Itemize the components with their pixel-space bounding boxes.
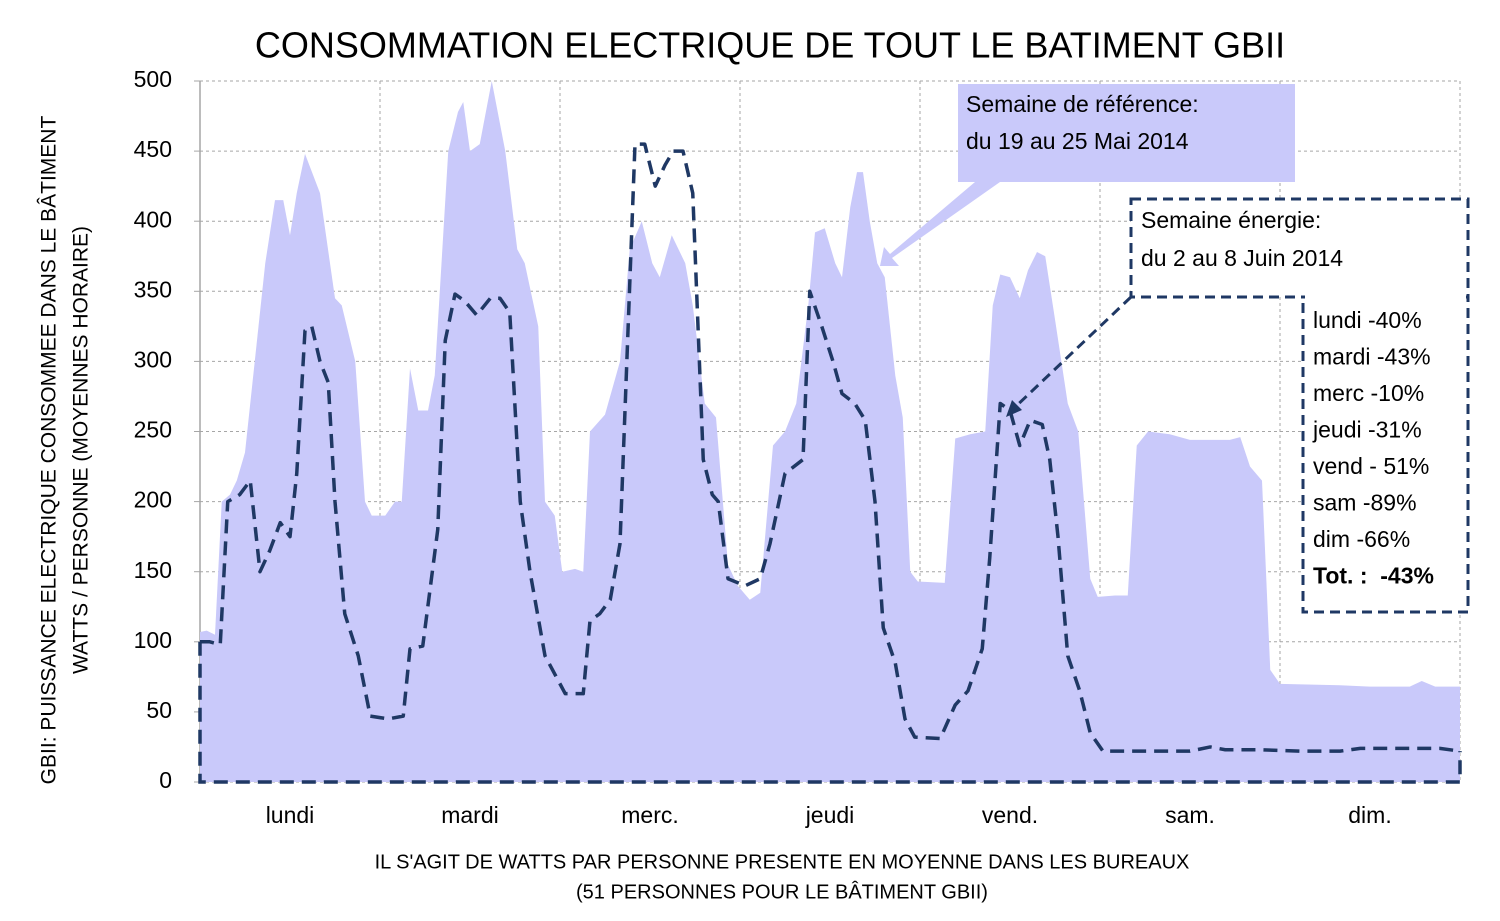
x-axis-title: IL S'AGIT DE WATTS PAR PERSONNE PRESENTE… (375, 851, 1190, 873)
annotation-text: Tot. : -43% (1313, 563, 1434, 589)
x-tick-label: vend. (982, 802, 1038, 828)
box-joint (1305, 295, 1466, 299)
y-tick-label: 100 (134, 627, 172, 653)
y-tick-label: 400 (134, 206, 172, 232)
y-tick-label: 200 (134, 487, 172, 513)
annotation-box (1129, 197, 1470, 299)
line-outline (198, 641, 1462, 784)
y-tick-label: 50 (146, 697, 172, 723)
y-tick-label: 350 (134, 276, 172, 302)
annotation-text: lundi -40% (1313, 307, 1422, 333)
chart-title: CONSOMMATION ELECTRIQUE DE TOUT LE BATIM… (255, 25, 1285, 66)
y-tick-label: 500 (134, 66, 172, 92)
arrow-head (1006, 400, 1022, 417)
area (200, 81, 1460, 782)
x-axis-title: (51 PERSONNES POUR LE BÂTIMENT GBII) (576, 880, 988, 903)
series-name: Semaine de référence: (966, 91, 1199, 117)
y-axis-title: WATTS / PERSONNE (MOYENNES HORAIRE) (70, 226, 93, 674)
annotation-box (958, 84, 1295, 182)
annotation-text: mardi -43% (1313, 344, 1431, 370)
y-tick-label: 150 (134, 557, 172, 583)
x-tick-label: dim. (1348, 802, 1391, 828)
annotation-text: du 2 au 8 Juin 2014 (1141, 245, 1343, 271)
y-axis-title: GBII: PUISSANCE ELECTRIQUE CONSOMMEE DAN… (38, 116, 61, 785)
annotation-text: dim -66% (1313, 526, 1410, 552)
annotation-text: jeudi -31% (1312, 417, 1422, 443)
line (200, 142, 1461, 753)
annotation-text: sam -89% (1313, 490, 1417, 516)
y-tick-label: 450 (134, 136, 172, 162)
annotation-text: vend - 51% (1313, 453, 1429, 479)
y-tick-label: 300 (134, 346, 172, 372)
annotation-text: merc -10% (1313, 380, 1424, 406)
x-tick-label: jeudi (805, 802, 855, 828)
x-tick-label: mardi (441, 802, 499, 828)
y-tick-label: 0 (159, 767, 172, 793)
x-tick-label: lundi (266, 802, 315, 828)
annotation-arrow (1010, 295, 1133, 412)
x-tick-label: sam. (1165, 802, 1215, 828)
annotation-arrow (880, 182, 1000, 266)
annotation-text: du 19 au 25 Mai 2014 (966, 128, 1189, 154)
series-name: Semaine énergie: (1141, 207, 1321, 233)
x-tick-label: merc. (621, 802, 679, 828)
y-tick-label: 250 (134, 417, 172, 443)
